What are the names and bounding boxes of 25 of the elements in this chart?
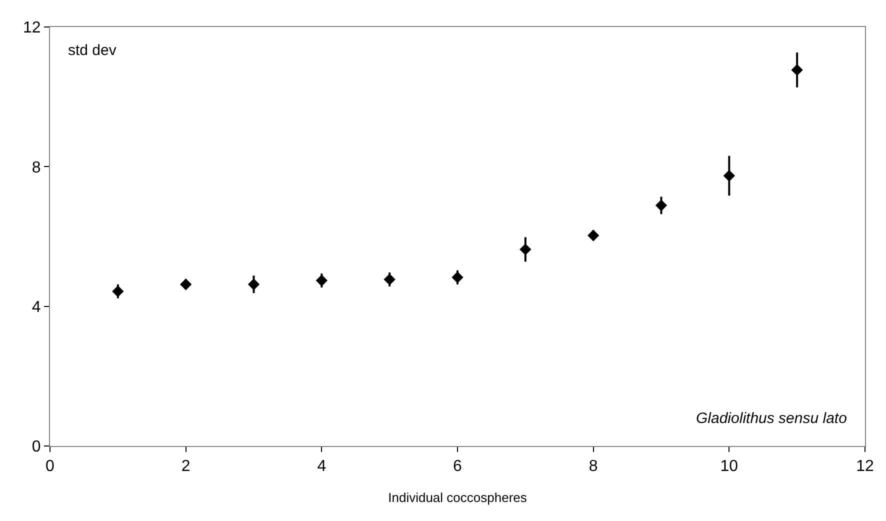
x-tick-label: 0 bbox=[46, 458, 55, 476]
annotation: Gladiolithus sensu lato bbox=[696, 410, 847, 427]
x-tick-label: 10 bbox=[720, 458, 738, 476]
point bbox=[248, 278, 260, 290]
x-axis-title: Individual coccospheres bbox=[388, 490, 528, 505]
point bbox=[180, 278, 192, 290]
x-tick-label: 12 bbox=[856, 458, 874, 476]
point bbox=[452, 272, 464, 284]
y-tick-label: 8 bbox=[32, 159, 41, 176]
point bbox=[384, 274, 396, 286]
point bbox=[791, 64, 803, 76]
y-tick-label: 4 bbox=[32, 298, 41, 316]
point bbox=[655, 200, 668, 212]
point bbox=[587, 230, 600, 242]
point bbox=[112, 285, 124, 298]
point bbox=[723, 170, 736, 182]
y-tick-label: 0 bbox=[32, 438, 41, 456]
y-tick-label: 12 bbox=[23, 20, 41, 37]
x-tick-label: 8 bbox=[588, 458, 598, 476]
point bbox=[316, 274, 328, 286]
point bbox=[520, 244, 532, 256]
annotation: std dev bbox=[68, 42, 117, 59]
x-tick-label: 6 bbox=[453, 458, 462, 476]
x-tick-label: 2 bbox=[181, 458, 190, 476]
x-tick-label: 4 bbox=[317, 458, 326, 476]
